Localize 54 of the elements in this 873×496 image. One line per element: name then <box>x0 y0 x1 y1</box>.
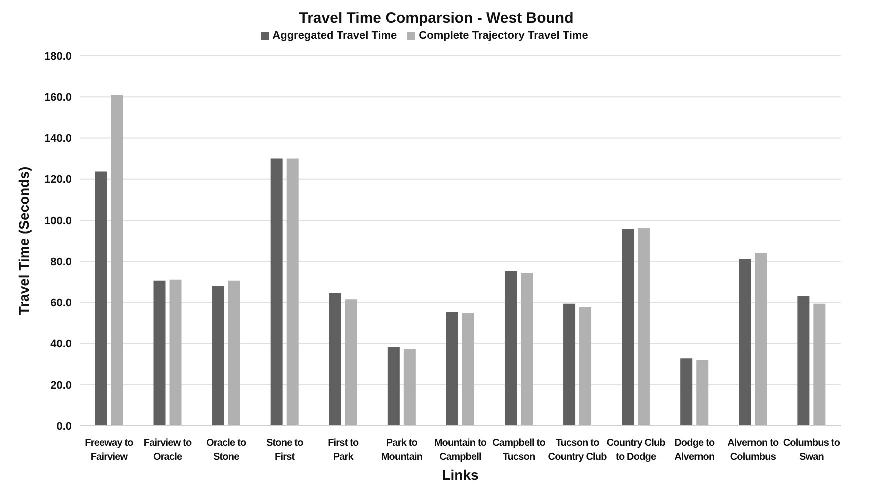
x-tick-label: Freeway to Fairview <box>85 438 134 463</box>
chart-title: Travel Time Comparsion - West Bound <box>298 9 575 29</box>
bar <box>270 158 283 426</box>
x-tick-label: Fairview to Oracle <box>144 438 192 463</box>
y-tick-label: 40.0 <box>50 338 72 351</box>
bar <box>680 358 693 426</box>
x-tick-label: Columbus to Swan <box>783 438 840 463</box>
x-axis-title: Links <box>442 467 479 483</box>
legend-label: Complete Trajectory Travel Time <box>419 30 588 42</box>
bar <box>388 347 400 426</box>
legend-label: Aggregated Travel Time <box>272 30 398 42</box>
bar <box>329 293 342 426</box>
bar <box>814 304 826 426</box>
x-tick-label: Mountain to Campbell <box>434 438 487 463</box>
bar <box>228 280 240 426</box>
x-tick-label: Stone to First <box>266 438 304 463</box>
bar <box>95 172 108 426</box>
bar <box>170 280 182 426</box>
bar <box>446 312 458 426</box>
bar <box>696 360 709 426</box>
y-tick-label: 180.0 <box>44 50 72 63</box>
x-tick-label: First to Park <box>328 438 360 463</box>
x-tick-label: Park to Mountain <box>381 438 423 463</box>
bar <box>154 280 166 426</box>
bar <box>462 314 474 426</box>
y-tick-label: 120.0 <box>44 174 72 186</box>
x-tick-label: Campbell to Tucson <box>492 438 546 463</box>
bar <box>212 286 224 426</box>
x-tick-label: Alvernon to Columbus <box>728 438 780 463</box>
y-tick-label: 160.0 <box>44 92 72 104</box>
bar <box>520 273 533 426</box>
y-tick-label: 100.0 <box>44 215 72 228</box>
bar <box>286 158 299 426</box>
bar <box>638 228 650 426</box>
bar <box>739 259 752 426</box>
y-tick-label: 140.0 <box>44 133 72 146</box>
bar <box>622 229 634 426</box>
y-tick-label: 0.0 <box>56 420 72 433</box>
bar <box>111 95 124 426</box>
bar <box>755 253 768 426</box>
bar <box>564 304 576 426</box>
x-tick-label: Dodge to Alvernon <box>674 438 716 463</box>
bar <box>404 349 416 426</box>
bar <box>345 300 358 426</box>
x-tick-label: Oracle to Stone <box>206 438 247 463</box>
y-tick-label: 20.0 <box>50 380 72 392</box>
bar <box>580 307 592 426</box>
y-axis-title: Travel Time (Seconds) <box>16 166 32 316</box>
y-tick-label: 60.0 <box>50 298 72 310</box>
bar <box>798 296 810 426</box>
x-tick-label: Country Club to Dodge <box>606 438 666 463</box>
bar <box>504 271 517 426</box>
x-tick-label: Tucson to Country Club <box>548 438 608 463</box>
y-tick-label: 80.0 <box>50 256 72 268</box>
